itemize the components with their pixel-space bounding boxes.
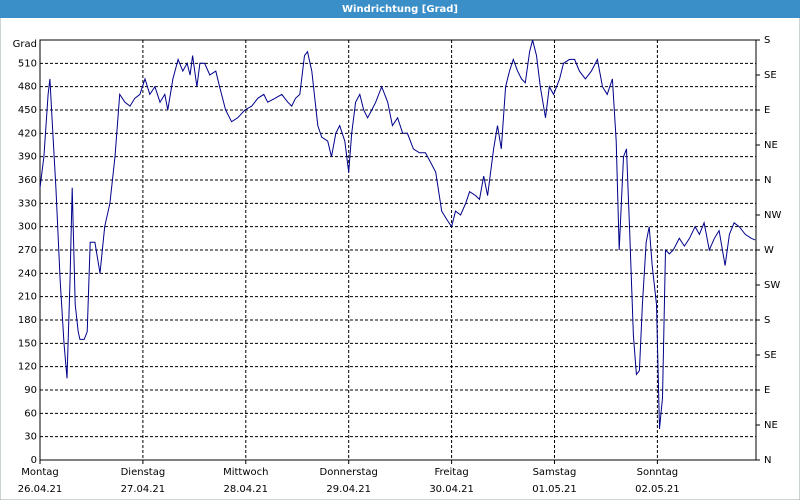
x-tick-date: 30.04.21 — [429, 484, 474, 495]
y-tick-label: 210 — [18, 292, 37, 303]
x-tick-date: 29.04.21 — [326, 484, 371, 495]
title-bar — [0, 0, 800, 18]
y-tick-label: 180 — [18, 315, 37, 326]
y2-tick-label: SE — [764, 70, 777, 81]
y-tick-label: 120 — [18, 362, 37, 373]
x-tick-label: Sonntag — [637, 467, 679, 478]
y2-tick-label: E — [764, 385, 770, 396]
x-tick-label: Samstag — [533, 467, 577, 478]
y-tick-label: 360 — [18, 175, 37, 186]
y2-tick-label: S — [764, 315, 770, 326]
x-tick-label: Mittwoch — [223, 467, 268, 478]
y-tick-label: 60 — [24, 408, 37, 419]
y2-tick-label: SW — [764, 280, 780, 291]
x-tick-date: 01.05.21 — [532, 484, 577, 495]
y-axis-label: Grad — [13, 39, 37, 50]
y2-tick-label: NW — [764, 210, 781, 221]
y2-tick-label: NE — [764, 420, 778, 431]
y2-tick-label: W — [764, 245, 774, 256]
y2-tick-label: N — [764, 175, 771, 186]
chart-title: Windrichtung [Grad] — [342, 4, 458, 15]
y-tick-label: 390 — [18, 152, 37, 163]
y2-tick-label: NE — [764, 140, 778, 151]
y-tick-label: 510 — [18, 58, 37, 69]
x-tick-date: 26.04.21 — [18, 484, 63, 495]
y2-tick-label: S — [764, 35, 770, 46]
x-tick-date: 28.04.21 — [224, 484, 269, 495]
x-tick-date: 02.05.21 — [635, 484, 680, 495]
data-line — [39, 39, 756, 429]
y-tick-label: 0 — [31, 455, 37, 466]
plot-frame — [39, 39, 757, 461]
y2-tick-label: N — [764, 455, 771, 466]
y-tick-label: 150 — [18, 338, 37, 349]
y-tick-label: 240 — [18, 268, 37, 279]
y-tick-label: 30 — [24, 432, 37, 443]
y2-tick-label: E — [764, 105, 770, 116]
x-tick-label: Montag — [21, 467, 58, 478]
y2-tick-label: SE — [764, 350, 777, 361]
y-tick-label: 270 — [18, 245, 37, 256]
x-tick-date: 27.04.21 — [121, 484, 166, 495]
x-tick-label: Dienstag — [121, 467, 166, 478]
y-tick-label: 450 — [18, 105, 37, 116]
x-tick-label: Donnerstag — [320, 467, 378, 478]
y-tick-label: 90 — [24, 385, 37, 396]
y-tick-label: 480 — [18, 82, 37, 93]
x-tick-label: Freitag — [434, 467, 468, 478]
y-tick-label: 300 — [18, 222, 37, 233]
y-tick-label: 330 — [18, 198, 37, 209]
y-tick-label: 420 — [18, 128, 37, 139]
